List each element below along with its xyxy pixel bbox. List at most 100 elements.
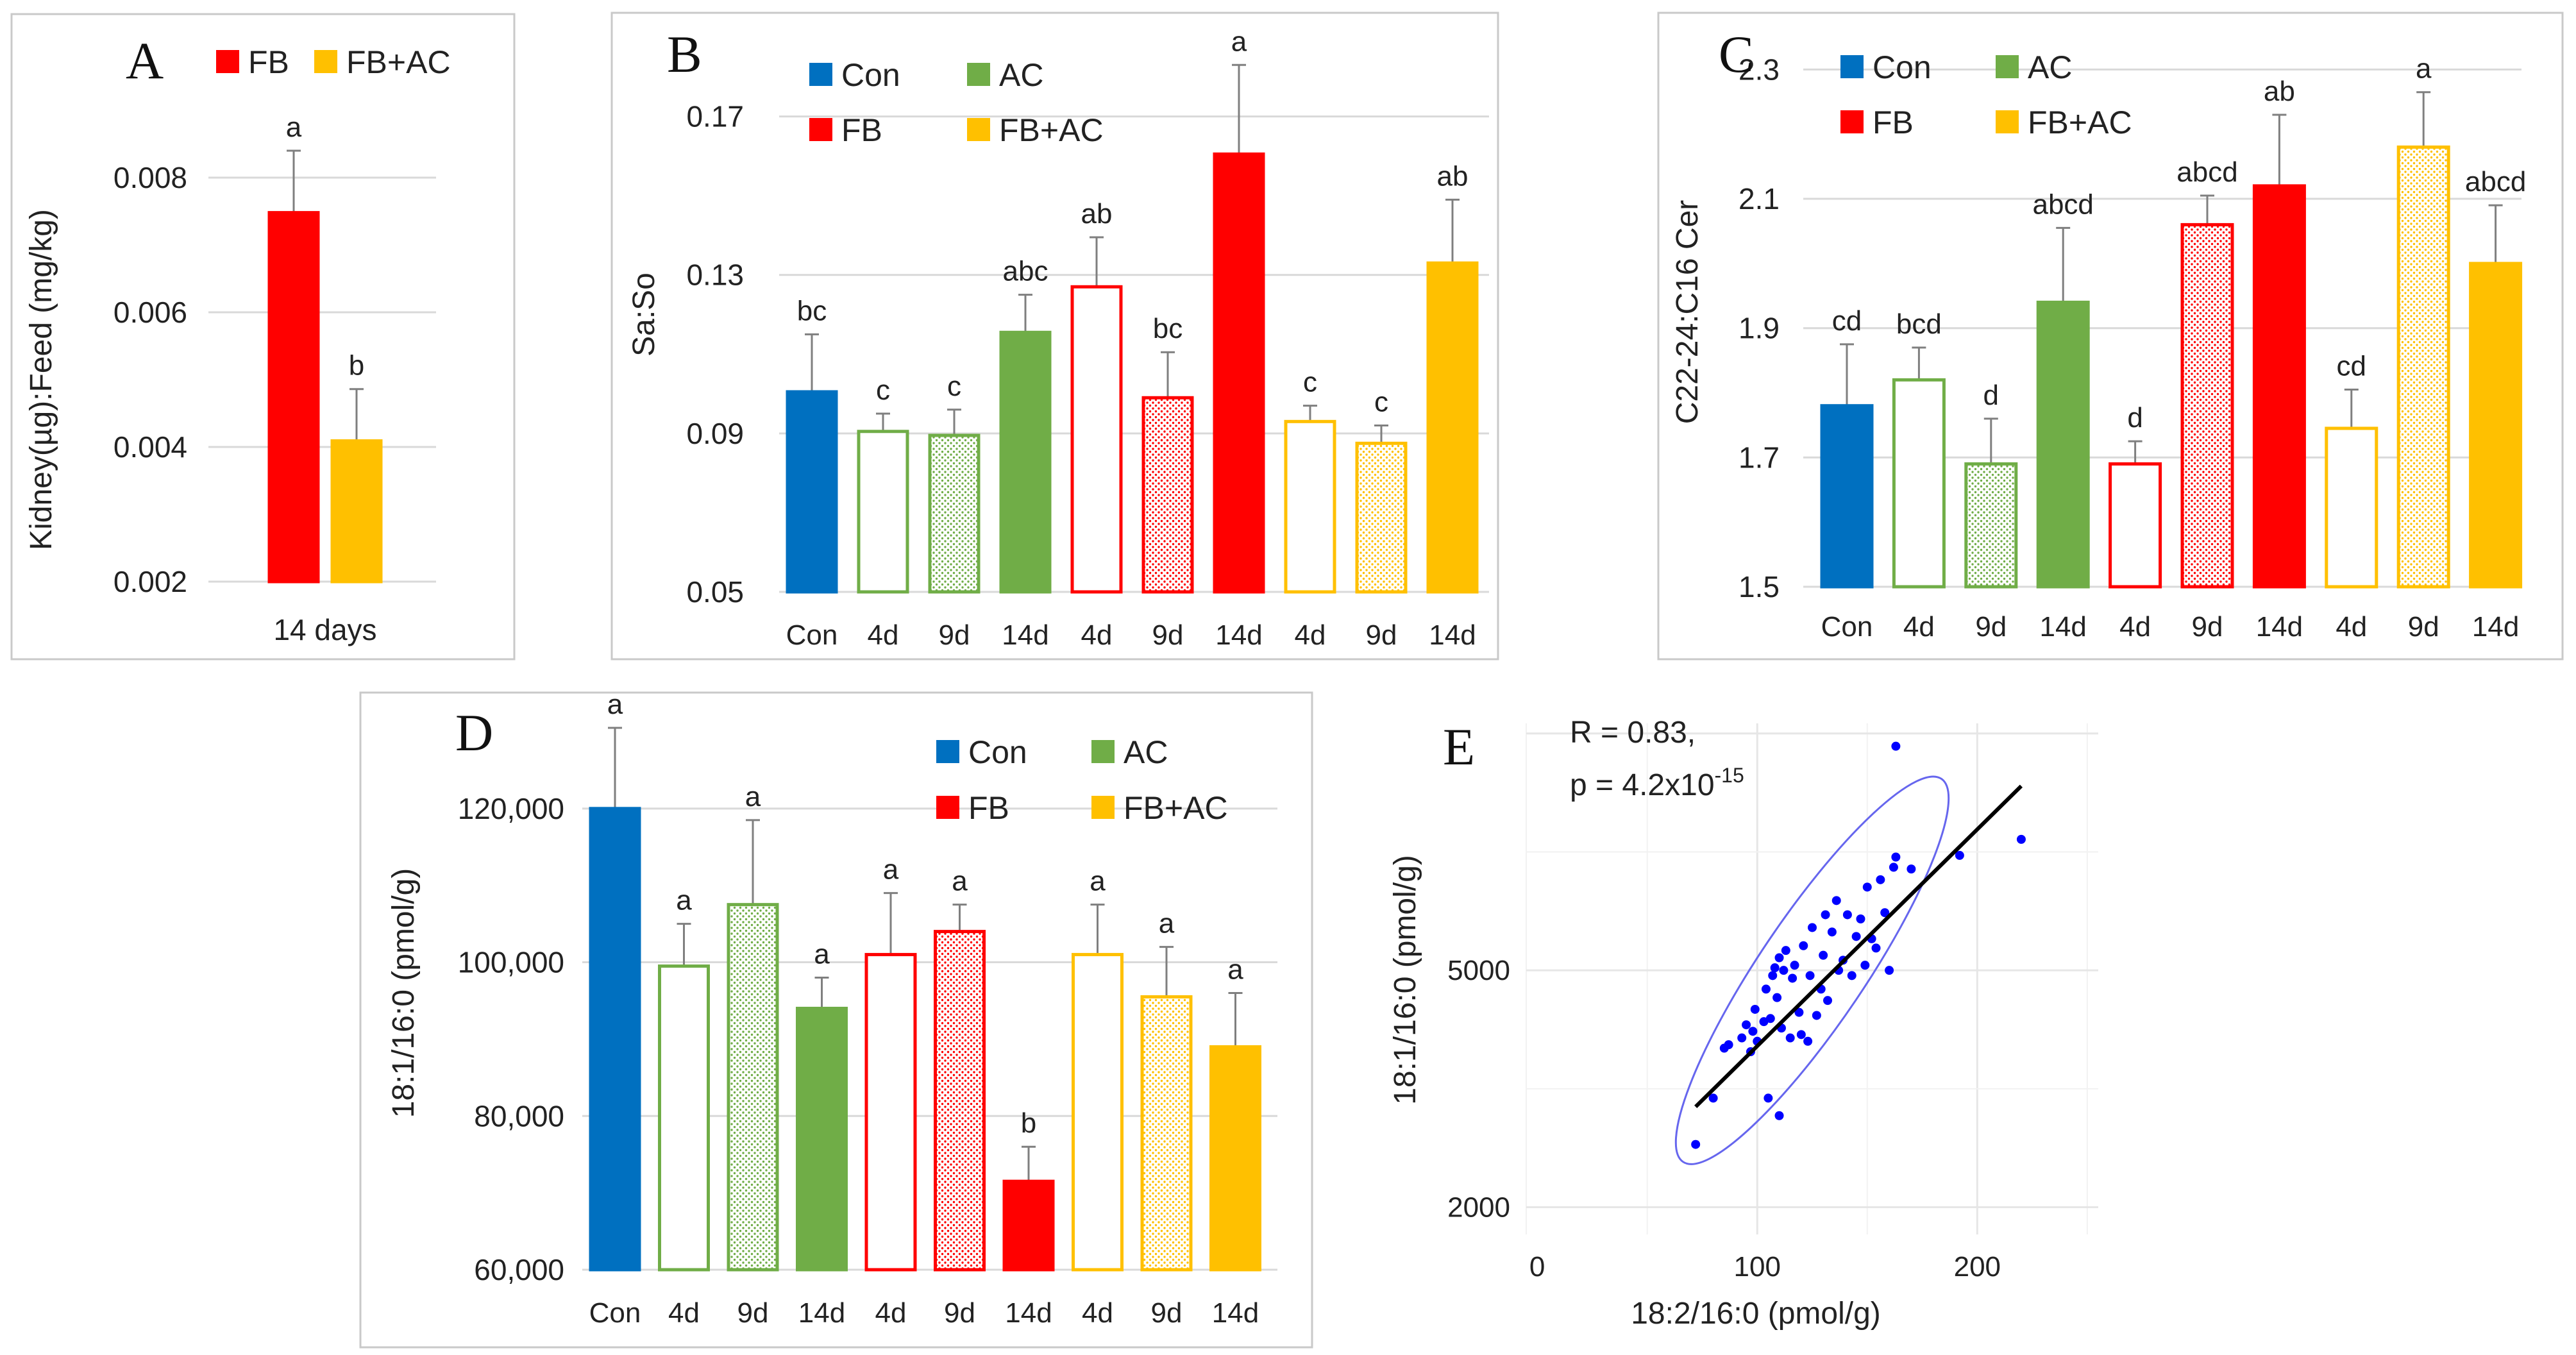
- panel-e-regression-line: [1694, 784, 2023, 1108]
- panel-e-point: [1799, 941, 1808, 950]
- panel-e-point: [1764, 1093, 1773, 1103]
- panel-a-legend-swatch-fb: [216, 50, 239, 73]
- panel-c-bar-4d-fb: [2109, 462, 2162, 589]
- panel-b-legend-swatch-fb: [809, 118, 832, 141]
- panel-b-sig-label: c: [1374, 387, 1388, 418]
- panel-c-sig-label: abcd: [2176, 156, 2237, 188]
- panel-e: 0 100 200 2000 5000 18:2/16:0 (pmol/g) 18:1/16…: [1388, 716, 2098, 1331]
- panel-e-point: [1737, 1033, 1747, 1043]
- panel-d-category-label: 9d: [1151, 1297, 1183, 1329]
- panel-d-ylabel: 18:1/16:0 (pmol/g): [387, 868, 421, 1118]
- panel-b-legend-label-fb: FB: [841, 112, 882, 148]
- panel-b-bar-14d-fb: [1213, 152, 1265, 594]
- panel-e-point: [1724, 1040, 1733, 1050]
- panel-d-legend-swatch-ac: [1091, 740, 1115, 763]
- panel-e-point: [1842, 910, 1852, 920]
- panel-d-panel-letter: D: [455, 703, 493, 762]
- panel-d-bar-4d-fb: [864, 953, 917, 1272]
- panel-d-sig-label: a: [1159, 908, 1175, 939]
- panel-e-ytick-label: 2000: [1447, 1192, 1510, 1224]
- panel-e-point: [1708, 1093, 1718, 1103]
- panel-d-ytick-label: 80,000: [474, 1099, 564, 1132]
- panel-d-legend-swatch-fbac: [1091, 796, 1115, 819]
- panel-d-category-label: Con: [589, 1297, 641, 1329]
- panel-d-ytick-label: 60,000: [474, 1253, 564, 1286]
- panel-a-panel-letter: A: [126, 31, 164, 90]
- panel-e-xtick-label: 200: [1954, 1251, 2001, 1283]
- panel-b-category-label: 4d: [868, 619, 899, 651]
- panel-a-border: [10, 13, 516, 661]
- panel-e-point: [1847, 971, 1856, 980]
- panel-e-point: [1779, 966, 1789, 975]
- panel-b-sig-label: a: [1231, 26, 1247, 57]
- panel-a-ytick-label: 0.008: [114, 161, 187, 194]
- panel-b-category-label: Con: [786, 619, 838, 651]
- panel-e-point: [1955, 850, 1964, 860]
- panel-b-legend-swatch-con: [809, 63, 832, 86]
- panel-e-point: [1748, 1027, 1758, 1036]
- panel-e-xlabel: 18:2/16:0 (pmol/g): [1631, 1297, 1881, 1331]
- panel-b-category-label: 4d: [1295, 619, 1326, 651]
- panel-b-bar-9d-fb: [1141, 396, 1194, 594]
- panel-d-sig-label: a: [676, 885, 692, 916]
- panel-d-category-label: 9d: [737, 1297, 769, 1329]
- panel-a-xlabel: 14 days: [273, 613, 376, 646]
- panel-b: 0.050.090.130.17Sa:SoBbcConc4dc9dabc14da…: [610, 12, 1499, 661]
- panel-e-point: [1871, 943, 1881, 953]
- panel-e-point: [1765, 1014, 1775, 1023]
- panel-d-category-label: 14d: [1212, 1297, 1259, 1329]
- panel-e-point: [1761, 984, 1771, 994]
- panel-b-legend-swatch-ac: [967, 63, 990, 86]
- panel-c-sig-label: abcd: [2465, 166, 2526, 198]
- panel-b-category-label: 9d: [1152, 619, 1184, 651]
- panel-e-point: [1856, 914, 1865, 924]
- panel-e-ytick-label: 5000: [1447, 955, 1510, 986]
- panel-e-point: [1891, 852, 1901, 862]
- panel-e-point: [1794, 1007, 1804, 1017]
- panel-b-bar-4d-fb: [1070, 285, 1123, 594]
- panel-b-category-label: 9d: [939, 619, 970, 651]
- panel-c-bar-14d-fbac: [2469, 262, 2523, 589]
- panel-b-sig-label: c: [1303, 367, 1317, 398]
- panel-b-bar-4d-fbac: [1284, 419, 1336, 594]
- panel-b-bar-con-con: [786, 390, 838, 594]
- panel-d-ytick-label: 120,000: [458, 792, 564, 825]
- panel-e-point: [1891, 741, 1901, 751]
- panel-c-sig-label: abcd: [2032, 189, 2093, 220]
- panel-b-ytick-label: 0.13: [686, 258, 744, 292]
- panel-e-point: [1823, 996, 1833, 1006]
- panel-e-point: [1827, 927, 1837, 937]
- panel-b-ytick-label: 0.05: [686, 575, 744, 609]
- panel-c-category-label: 4d: [1903, 611, 1935, 643]
- panel-e-point: [1860, 961, 1870, 970]
- panel-d-sig-label: a: [1227, 954, 1243, 986]
- panel-e-point: [1880, 908, 1890, 918]
- panel-d-ytick-label: 100,000: [458, 946, 564, 979]
- panel-d-category-label: 4d: [1082, 1297, 1113, 1329]
- panel-e-point: [1805, 971, 1815, 980]
- panel-a-ytick-label: 0.004: [114, 430, 187, 464]
- panel-e-panel-letter: E: [1443, 718, 1475, 776]
- panel-b-legend-label-ac: AC: [999, 57, 1043, 93]
- panel-c-ytick-label: 2.3: [1738, 53, 1780, 86]
- panel-c-legend-swatch-ac: [1996, 55, 2019, 78]
- panel-e-point: [2016, 834, 2026, 844]
- panel-c-legend-swatch-fb: [1840, 110, 1864, 133]
- panel-b-sig-label: c: [876, 375, 890, 406]
- panel-e-point: [1770, 963, 1780, 973]
- panel-d-bar-9d-ac: [727, 903, 779, 1272]
- panel-c-sig-label: bcd: [1896, 308, 1942, 340]
- panel-b-sig-label: c: [947, 371, 961, 402]
- panel-c-category-label: 9d: [2408, 611, 2439, 643]
- panel-c-sig-label: a: [2416, 53, 2432, 85]
- panel-d-legend-label-ac: AC: [1124, 734, 1168, 770]
- panel-a-ytick-label: 0.006: [114, 296, 187, 329]
- panel-e-xtick-label: 100: [1734, 1251, 1781, 1283]
- panel-a-bar-fbac-fbac: [330, 439, 383, 584]
- panel-d-legend-label-fbac: FB+AC: [1124, 790, 1228, 826]
- panel-c-category-label: 9d: [1975, 611, 2007, 643]
- panel-e-point: [1803, 1036, 1813, 1046]
- panel-c-bar-con-con: [1820, 404, 1874, 589]
- panel-e-point: [1788, 973, 1797, 983]
